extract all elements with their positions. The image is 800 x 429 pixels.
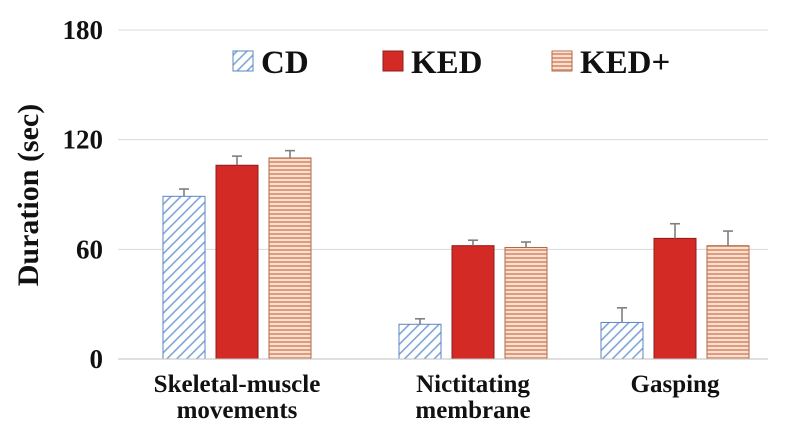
error-bar-ked-plus-0 bbox=[285, 149, 295, 158]
legend-item-ked-plus: KED+ bbox=[551, 45, 670, 81]
y-tick-label-0: 0 bbox=[90, 344, 104, 374]
error-bar-ked-2 bbox=[670, 222, 680, 239]
legend-label-cd: CD bbox=[261, 45, 309, 81]
legend-label-ked: KED bbox=[411, 45, 483, 81]
legend-item-cd: CD bbox=[232, 45, 309, 81]
error-bar-cd-0 bbox=[179, 188, 189, 197]
category-label-2-line-0: Gasping bbox=[631, 371, 720, 398]
category-label-1-line-0: Nictitating bbox=[416, 371, 530, 398]
y-axis-title: Duration (sec) bbox=[12, 104, 45, 286]
error-bar-cd-2 bbox=[617, 307, 627, 323]
bar-ked-plus-2 bbox=[706, 245, 750, 360]
bar-ked-plus-0 bbox=[268, 157, 312, 360]
error-bar-ked-plus-1 bbox=[521, 241, 531, 248]
bar-cd-2 bbox=[600, 321, 644, 360]
legend-swatch-cd bbox=[232, 50, 254, 72]
bar-cd-1 bbox=[398, 323, 442, 360]
category-label-0-line-0: Skeletal-muscle bbox=[154, 371, 321, 398]
error-bar-ked-plus-2 bbox=[723, 230, 733, 246]
y-tick-label-120: 120 bbox=[63, 125, 104, 155]
y-tick-label-60: 60 bbox=[76, 234, 103, 264]
legend-label-ked-plus: KED+ bbox=[580, 45, 670, 81]
error-bar-ked-1 bbox=[468, 239, 478, 246]
legend-swatch-ked bbox=[382, 50, 404, 72]
category-label-1-line-1: membrane bbox=[415, 397, 530, 424]
y-tick-label-180: 180 bbox=[63, 15, 104, 45]
bar-cd-0 bbox=[162, 195, 206, 360]
legend-swatch-ked-plus bbox=[551, 50, 573, 72]
error-bar-ked-0 bbox=[232, 155, 242, 166]
category-label-0-line-1: movements bbox=[177, 397, 298, 424]
bar-ked-0 bbox=[215, 164, 259, 360]
bar-ked-plus-1 bbox=[504, 247, 548, 360]
bar-ked-1 bbox=[451, 245, 495, 360]
bar-ked-2 bbox=[653, 237, 697, 360]
legend-item-ked: KED bbox=[382, 45, 483, 81]
error-bar-cd-1 bbox=[415, 317, 425, 325]
